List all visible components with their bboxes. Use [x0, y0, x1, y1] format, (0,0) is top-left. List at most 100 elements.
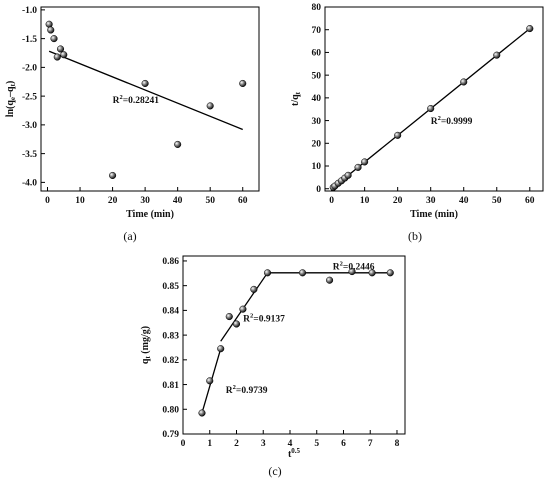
y-tick-label: 0	[316, 185, 321, 195]
data-point	[47, 26, 55, 34]
chart-b-xlabel: Time (min)	[410, 209, 458, 220]
chart-b-frame	[324, 6, 544, 192]
data-point	[361, 158, 369, 166]
y-tick-label: 60	[312, 49, 322, 59]
x-tick-label: 40	[173, 196, 183, 206]
data-point	[368, 269, 376, 277]
data-point	[206, 377, 214, 385]
data-point	[174, 140, 182, 148]
chart-c-r2-annotation-2: R2=0.9137	[243, 313, 285, 325]
data-point	[386, 269, 394, 277]
data-point	[50, 35, 58, 43]
data-point	[239, 305, 247, 313]
data-point	[460, 78, 468, 86]
data-point	[206, 102, 214, 110]
data-point	[344, 171, 352, 179]
x-tick-label: 60	[238, 196, 248, 206]
y-tick-label: 0.82	[162, 356, 179, 366]
x-tick-label: 40	[459, 196, 469, 206]
chart-a-r2-annotation: R2=0.28241	[113, 94, 160, 106]
y-tick-label: 20	[312, 139, 322, 149]
x-tick-label: 50	[205, 196, 215, 206]
data-point	[348, 268, 356, 276]
chart-a-ylabel: ln(qe–qt)	[5, 81, 17, 118]
x-tick-label: 30	[140, 196, 150, 206]
data-point	[232, 320, 241, 328]
y-tick-label: 50	[312, 71, 322, 81]
data-point	[299, 269, 307, 277]
data-point	[354, 163, 362, 171]
x-tick-label: 50	[492, 196, 502, 206]
y-tick-label: 0.80	[162, 405, 179, 415]
x-tick-label: 0	[45, 196, 50, 206]
data-point	[225, 313, 233, 321]
x-tick-label: 10	[75, 196, 85, 206]
panel-label-a: (a)	[123, 229, 136, 243]
y-tick-label: -2.5	[22, 92, 37, 102]
chart-a-frame	[40, 6, 260, 192]
x-tick-label: 20	[393, 196, 403, 206]
panel-label-c: (c)	[268, 464, 281, 478]
data-point	[141, 79, 149, 88]
y-tick-label: 0.86	[162, 257, 179, 267]
y-tick-label: -3.0	[22, 121, 37, 131]
y-tick-label: 0.81	[162, 381, 179, 391]
data-point	[217, 345, 225, 353]
y-tick-label: 0.85	[162, 282, 179, 292]
chart-b: 0 10 20 30 40 50 60 0 10 20 30 40 50 60 70 80 Time (min…	[290, 3, 544, 243]
y-tick-label: -1.0	[22, 6, 37, 16]
y-tick-label: -1.5	[22, 35, 37, 45]
y-tick-label: 40	[312, 94, 322, 104]
y-tick-label: 0.83	[162, 331, 179, 341]
y-tick-label: -3.5	[22, 150, 37, 160]
y-tick-label: 10	[312, 162, 322, 172]
data-point	[109, 171, 117, 180]
data-point	[60, 51, 68, 59]
x-tick-label: 1	[207, 439, 212, 449]
chart-c: 0 1 2 3 4 5 6 7 8 0.79 0.80 0.81 0.82 0.83 0.84 0.85 0.8…	[140, 255, 406, 478]
x-tick-label: 0	[181, 439, 186, 449]
chart-c-r2-annotation-3: R2=0.2446	[333, 261, 375, 273]
y-tick-label: -2.0	[22, 64, 37, 74]
chart-a: 0 10 20 30 40 50 60 -1.0 -1.5 -2.0 -2.5 -3.0 -3.5 -4.…	[5, 6, 260, 243]
fit-line	[48, 50, 243, 131]
data-point	[239, 79, 247, 88]
chart-c-frame	[182, 255, 406, 435]
data-point	[263, 269, 272, 277]
y-tick-label: -4.0	[22, 179, 37, 189]
x-tick-label: 20	[108, 196, 118, 206]
x-tick-label: 2	[234, 439, 239, 449]
y-tick-label: 0.84	[162, 307, 179, 317]
panel-label-b: (b)	[408, 229, 422, 243]
data-point	[394, 131, 402, 139]
x-tick-label: 60	[525, 196, 535, 206]
x-tick-label: 5	[314, 439, 319, 449]
chart-c-xlabel: t0.5	[288, 447, 301, 460]
data-point	[427, 104, 435, 113]
data-point	[493, 51, 501, 59]
data-point	[250, 285, 258, 293]
chart-b-r2-annotation: R2=0.9999	[431, 115, 473, 127]
chart-b-ylabel: t/qt	[290, 91, 302, 106]
y-tick-label: 70	[312, 26, 322, 36]
x-tick-label: 4	[288, 439, 293, 449]
chart-c-ylabel: qt (mg/g)	[140, 326, 152, 364]
y-tick-label: 0.79	[162, 430, 179, 440]
x-tick-label: 6	[341, 439, 346, 449]
x-tick-label: 7	[368, 439, 373, 449]
x-tick-label: 0	[329, 196, 334, 206]
data-point	[53, 53, 61, 61]
x-tick-label: 30	[426, 196, 436, 206]
data-point	[56, 45, 65, 53]
x-tick-label: 10	[360, 196, 370, 206]
chart-c-r2-annotation-1: R2=0.9739	[226, 384, 268, 396]
chart-a-xlabel: Time (min)	[126, 209, 174, 220]
y-tick-label: 80	[312, 3, 322, 13]
y-tick-label: 30	[312, 117, 322, 127]
data-point	[198, 409, 206, 417]
data-point	[326, 276, 334, 284]
x-tick-label: 3	[261, 439, 266, 449]
data-point	[526, 25, 534, 33]
x-tick-label: 8	[395, 439, 400, 449]
